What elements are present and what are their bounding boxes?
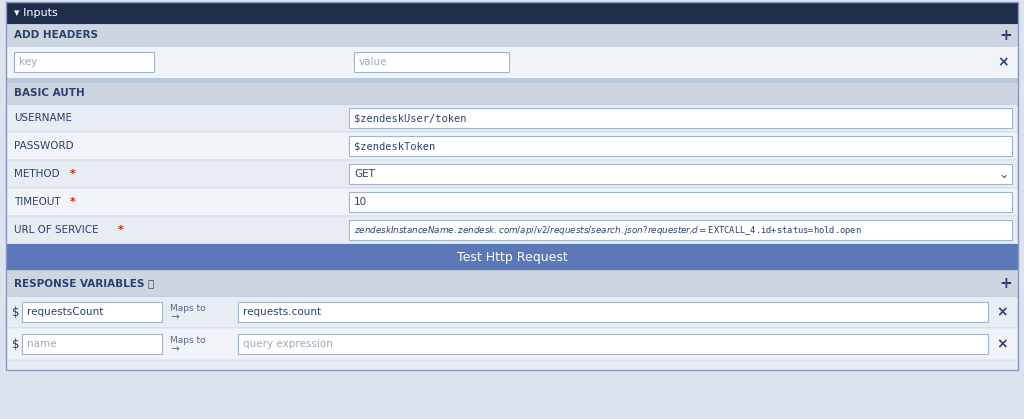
Text: ▾ Inputs: ▾ Inputs — [14, 8, 57, 18]
Bar — [6, 82, 1018, 104]
Bar — [6, 244, 1018, 270]
Text: METHOD: METHOD — [14, 169, 59, 179]
Text: →: → — [170, 312, 179, 322]
Bar — [6, 270, 1018, 296]
Text: +: + — [999, 276, 1013, 290]
Text: ADD HEADERS: ADD HEADERS — [14, 30, 98, 40]
Bar — [6, 296, 1018, 328]
Text: USERNAME: USERNAME — [14, 113, 72, 123]
Bar — [6, 188, 1018, 216]
Bar — [6, 360, 1018, 370]
Text: ×: × — [996, 337, 1008, 351]
Text: URL OF SERVICE: URL OF SERVICE — [14, 225, 98, 235]
Text: Test Http Request: Test Http Request — [457, 251, 567, 264]
Text: TIMEOUT: TIMEOUT — [14, 197, 60, 207]
Bar — [349, 220, 1012, 240]
Bar — [14, 52, 154, 72]
Bar — [6, 216, 1018, 244]
Bar — [6, 2, 1018, 24]
Text: *: * — [66, 197, 76, 207]
Bar — [22, 334, 162, 354]
Text: PASSWORD: PASSWORD — [14, 141, 74, 151]
Bar — [22, 302, 162, 322]
Text: requests.count: requests.count — [243, 307, 322, 317]
Bar — [349, 192, 1012, 212]
Bar — [6, 24, 1018, 46]
Text: requestsCount: requestsCount — [27, 307, 103, 317]
Text: query expression: query expression — [243, 339, 333, 349]
Text: ⌄: ⌄ — [998, 168, 1010, 181]
Text: *: * — [114, 225, 124, 235]
Text: $zendeskUser/token: $zendeskUser/token — [354, 113, 467, 123]
Text: Maps to: Maps to — [170, 336, 206, 344]
Text: *: * — [66, 169, 76, 179]
Bar — [6, 82, 1018, 104]
Bar — [6, 24, 1018, 46]
Bar — [6, 270, 1018, 296]
Text: $zendeskInstanceName.zendesk.com/api/v2/requests/search.json?requester_id=$EXTCA: $zendeskInstanceName.zendesk.com/api/v2/… — [354, 223, 862, 236]
Bar — [349, 164, 1012, 184]
Bar — [6, 160, 1018, 188]
Bar — [349, 108, 1012, 128]
Bar — [6, 132, 1018, 160]
Bar — [354, 52, 509, 72]
Text: ×: × — [997, 55, 1009, 69]
Text: GET: GET — [354, 169, 375, 179]
Text: $: $ — [12, 305, 19, 318]
Text: Maps to: Maps to — [170, 303, 206, 313]
Text: →: → — [170, 344, 179, 354]
Text: RESPONSE VARIABLES ⓘ: RESPONSE VARIABLES ⓘ — [14, 278, 155, 288]
Bar — [6, 78, 1018, 82]
Text: $: $ — [12, 337, 19, 351]
Bar — [6, 2, 1018, 370]
Text: $zendeskToken: $zendeskToken — [354, 141, 435, 151]
Bar — [6, 328, 1018, 360]
Text: key: key — [19, 57, 37, 67]
Bar — [238, 334, 988, 354]
Bar — [238, 302, 988, 322]
Text: 10: 10 — [354, 197, 368, 207]
Bar — [6, 46, 1018, 78]
Text: BASIC AUTH: BASIC AUTH — [14, 88, 85, 98]
Bar — [6, 104, 1018, 132]
Text: +: + — [999, 28, 1013, 42]
Text: ×: × — [996, 305, 1008, 319]
Text: name: name — [27, 339, 56, 349]
Text: value: value — [359, 57, 387, 67]
Bar — [349, 136, 1012, 156]
